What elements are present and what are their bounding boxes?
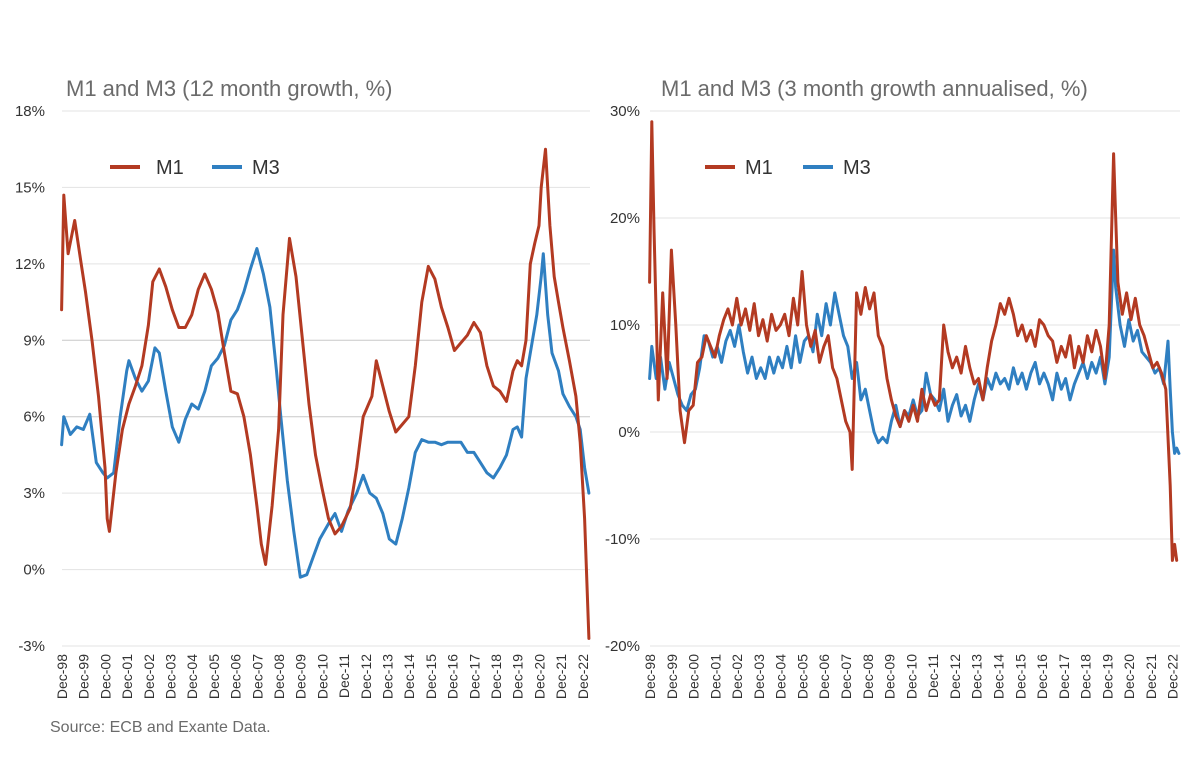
x-tick-label: Dec-08 [271,654,287,699]
x-tick-label: Dec-21 [1143,654,1159,699]
x-tick-label: Dec-15 [423,654,439,699]
legend-label-m1: M1 [745,157,773,179]
x-tick-label: Dec-19 [510,654,526,699]
x-tick-label: Dec-08 [860,654,876,699]
x-tick-label: Dec-05 [794,654,810,699]
y-tick-label: -10% [605,531,640,548]
x-tick-label: Dec-06 [228,654,244,699]
y-tick-label: 10% [610,317,640,334]
x-tick-label: Dec-07 [838,654,854,699]
series-line-m1 [60,147,591,640]
y-tick-label: -3% [18,638,45,655]
series-line-m3 [648,248,1181,455]
y-tick-label: 18% [15,103,45,120]
chart-title: M1 and M3 (3 month growth annualised, %) [661,76,1088,101]
x-tick-label: Dec-16 [1034,654,1050,699]
x-tick-label: Dec-03 [751,654,767,699]
x-tick-label: Dec-14 [401,654,417,699]
x-tick-label: Dec-09 [293,654,309,699]
x-tick-label: Dec-04 [773,654,789,699]
x-tick-label: Dec-10 [903,654,919,699]
series-line-m3 [60,247,591,579]
x-tick-label: Dec-00 [97,654,113,699]
x-tick-label: Dec-17 [466,654,482,699]
x-tick-label: Dec-12 [358,654,374,699]
x-tick-label: Dec-18 [1078,654,1094,699]
x-tick-label: Dec-99 [76,654,92,699]
x-tick-label: Dec-20 [1121,654,1137,699]
x-tick-label: Dec-03 [162,654,178,699]
source-note: Source: ECB and Exante Data. [50,719,271,736]
x-tick-label: Dec-17 [1056,654,1072,699]
x-tick-label: Dec-05 [206,654,222,699]
chart-3-month-annualised: M1 and M3 (3 month growth annualised, %)… [605,76,1181,699]
x-tick-label: Dec-02 [141,654,157,699]
y-tick-label: 15% [15,179,45,196]
chart-12-month-growth: M1 and M3 (12 month growth, %) -3% 0% 3% 6% 9… [15,76,591,699]
x-tick-label: Dec-20 [531,654,547,699]
series-line-m1 [648,120,1179,562]
x-tick-label: Dec-01 [707,654,723,699]
x-tick-label: Dec-12 [947,654,963,699]
x-tick-label: Dec-01 [119,654,135,699]
x-tick-label: Dec-99 [664,654,680,699]
y-tick-label: 30% [610,103,640,120]
x-tick-label: Dec-02 [729,654,745,699]
x-tick-label: Dec-06 [816,654,832,699]
y-tick-label: 6% [23,409,45,426]
x-tick-label: Dec-13 [969,654,985,699]
x-tick-label: Dec-00 [686,654,702,699]
legend-label-m1: M1 [156,157,184,179]
x-tick-label: Dec-22 [575,654,591,699]
chart-title: M1 and M3 (12 month growth, %) [66,76,392,101]
x-tick-label: Dec-04 [184,654,200,699]
x-tick-label: Dec-13 [379,654,395,699]
x-tick-label: Dec-19 [1099,654,1115,699]
x-tick-label: Dec-22 [1165,654,1181,699]
legend-label-m3: M3 [252,157,280,179]
x-tick-label: Dec-14 [990,654,1006,699]
x-tick-label: Dec-11 [336,654,352,698]
x-tick-label: Dec-15 [1012,654,1028,699]
y-tick-label: 3% [23,485,45,502]
y-tick-label: 9% [23,332,45,349]
x-tick-label: Dec-10 [314,654,330,699]
x-tick-label: Dec-09 [882,654,898,699]
x-tick-label: Dec-21 [553,654,569,699]
x-tick-label: Dec-18 [488,654,504,699]
y-tick-label: -20% [605,638,640,655]
y-tick-label: 12% [15,256,45,273]
x-tick-label: Dec-11 [925,654,941,698]
x-tick-label: Dec-07 [249,654,265,699]
y-tick-label: 0% [618,424,640,441]
x-tick-label: Dec-16 [445,654,461,699]
x-tick-label: Dec-98 [642,654,658,699]
y-tick-label: 0% [23,562,45,579]
legend-label-m3: M3 [843,157,871,179]
x-tick-label: Dec-98 [54,654,70,699]
y-tick-label: 20% [610,210,640,227]
